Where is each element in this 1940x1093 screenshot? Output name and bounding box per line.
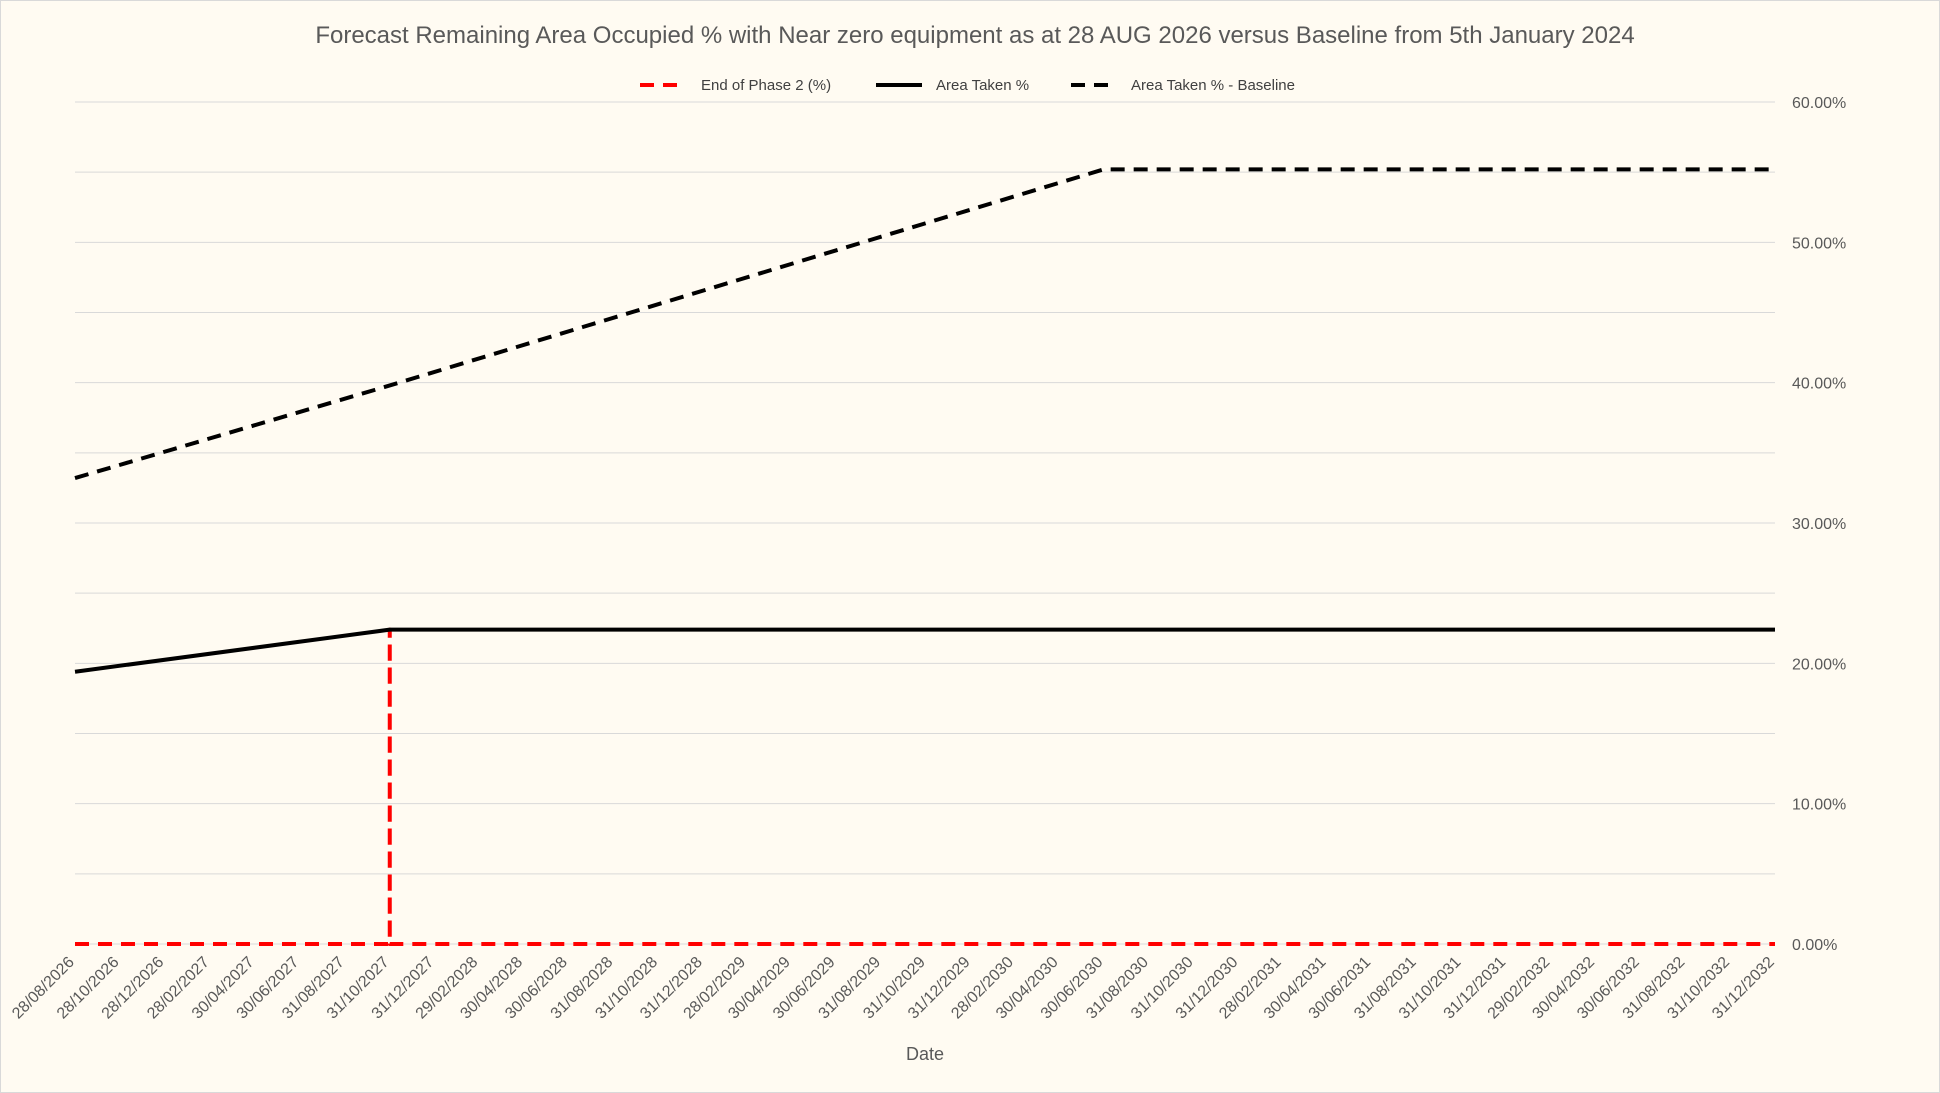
series-line-0	[75, 627, 1775, 946]
legend-label-end-of-phase-2: End of Phase 2 (%)	[701, 77, 831, 94]
y-tick-label: 20.00%	[1792, 656, 1846, 673]
legend-label-area-taken: Area Taken %	[936, 77, 1029, 94]
y-tick-label: 10.00%	[1792, 797, 1846, 814]
x-axis: 28/08/202628/10/202628/12/202628/02/2027…	[9, 954, 1778, 1023]
legend: End of Phase 2 (%) Area Taken % Area Tak…	[640, 77, 1295, 94]
y-tick-label: 60.00%	[1792, 95, 1846, 112]
legend-item-area-taken-baseline: Area Taken % - Baseline	[1071, 77, 1295, 94]
plot-series	[74, 167, 1775, 946]
legend-item-end-of-phase-2: End of Phase 2 (%)	[640, 77, 831, 94]
chart-title: Forecast Remaining Area Occupied % with …	[315, 22, 1634, 49]
y-tick-label: 40.00%	[1792, 376, 1846, 393]
gridlines	[75, 101, 1775, 945]
y-tick-label: 50.00%	[1792, 235, 1846, 252]
y-tick-label: 30.00%	[1792, 516, 1846, 533]
legend-item-area-taken: Area Taken %	[876, 77, 1029, 94]
series-line-1	[74, 627, 1775, 674]
series-line-2	[74, 167, 1775, 481]
x-axis-title: Date	[906, 1044, 944, 1064]
legend-label-area-taken-baseline: Area Taken % - Baseline	[1131, 77, 1295, 94]
y-tick-label: 0.00%	[1792, 937, 1837, 954]
y-axis: 0.00% 10.00% 20.00% 30.00% 40.00% 50.00% 60.00…	[1792, 95, 1846, 954]
